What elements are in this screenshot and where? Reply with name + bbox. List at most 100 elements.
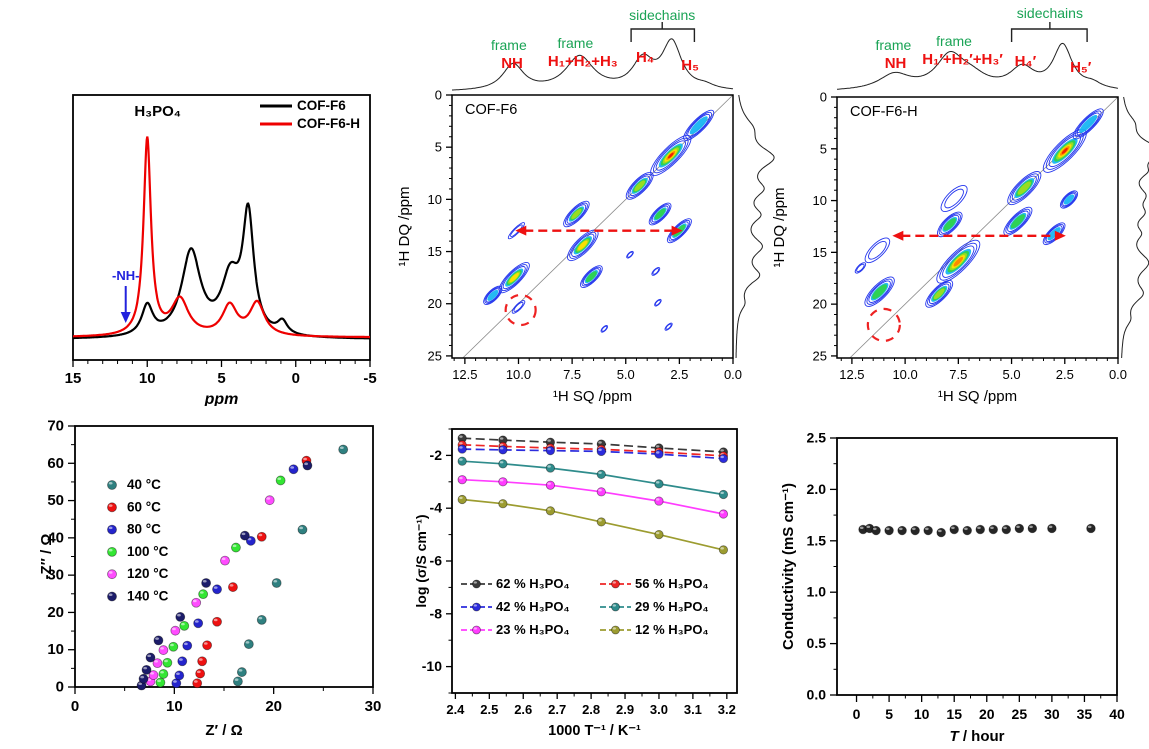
- svg-text:25: 25: [813, 348, 827, 363]
- svg-text:62 % H₃PO₄: 62 % H₃PO₄: [496, 576, 570, 591]
- svg-text:COF-F6-H: COF-F6-H: [850, 104, 918, 120]
- arrhenius-chart: 2.4 2.5 2.6 2.7 2.8 2.9 3.0 3.1 3.2 -2 -4 -6 -8 -10 10…: [415, 428, 738, 739]
- svg-text:30: 30: [365, 698, 382, 715]
- svg-text:15: 15: [946, 706, 962, 722]
- svg-text:10: 10: [139, 370, 156, 387]
- svg-text:10: 10: [166, 698, 183, 715]
- svg-text:20: 20: [979, 706, 995, 722]
- svg-text:-4: -4: [430, 500, 443, 516]
- svg-text:2.5: 2.5: [670, 367, 688, 382]
- svg-text:15: 15: [428, 244, 442, 259]
- svg-text:10: 10: [813, 193, 827, 208]
- svg-text:23 % H₃PO₄: 23 % H₃PO₄: [496, 622, 570, 637]
- svg-text:Z′ / Ω: Z′ / Ω: [205, 722, 242, 739]
- svg-text:42 % H₃PO₄: 42 % H₃PO₄: [496, 599, 570, 614]
- svg-text:120 °C: 120 °C: [127, 566, 169, 581]
- svg-text:-Z″ / Ω: -Z″ / Ω: [40, 534, 55, 580]
- svg-text:H₃PO₄: H₃PO₄: [134, 103, 181, 120]
- svg-text:5: 5: [820, 141, 827, 156]
- svg-text:-6: -6: [430, 553, 443, 569]
- svg-text:2.5: 2.5: [480, 702, 498, 717]
- svg-text:-2: -2: [430, 447, 443, 463]
- svg-text:56 % H₃PO₄: 56 % H₃PO₄: [635, 576, 709, 591]
- svg-text:frame: frame: [557, 35, 593, 51]
- svg-text:7.5: 7.5: [949, 367, 967, 382]
- svg-text:NH: NH: [501, 55, 523, 72]
- svg-text:log (σ/S cm⁻¹): log (σ/S cm⁻¹): [415, 514, 429, 607]
- svg-text:7.5: 7.5: [563, 367, 581, 382]
- svg-text:2.9: 2.9: [616, 702, 634, 717]
- svg-text:¹H DQ /ppm: ¹H DQ /ppm: [771, 187, 788, 267]
- svg-text:H₄′: H₄′: [1015, 53, 1037, 70]
- svg-text:25: 25: [428, 348, 442, 363]
- svg-text:3.1: 3.1: [684, 702, 702, 717]
- svg-text:15: 15: [813, 245, 827, 260]
- svg-text:100 °C: 100 °C: [127, 544, 169, 559]
- svg-text:H₁′+H₂′+H₃′: H₁′+H₂′+H₃′: [922, 51, 1003, 68]
- dqsq-cof-f6-chart: 12.5 10.0 7.5 5.0 2.5 0.0 0 5 10 15 20 25 ¹H SQ /ppm…: [396, 7, 775, 405]
- svg-text:-10: -10: [422, 658, 442, 674]
- svg-text:10: 10: [47, 641, 64, 658]
- svg-text:frame: frame: [936, 33, 972, 49]
- svg-text:COF-F6-H: COF-F6-H: [297, 116, 360, 131]
- svg-text:40: 40: [47, 529, 64, 546]
- svg-text:5: 5: [217, 370, 225, 387]
- svg-text:0: 0: [853, 706, 861, 722]
- svg-text:50: 50: [47, 492, 64, 509]
- svg-text:COF-F6: COF-F6: [297, 98, 346, 113]
- svg-text:2.4: 2.4: [446, 702, 465, 717]
- svg-text:3.2: 3.2: [718, 702, 736, 717]
- svg-text:sidechains: sidechains: [629, 7, 695, 23]
- stability-chart: 0 5 10 15 20 25 30 35 40 0.0 0.5 1.0 1.5 2.0 2.5 T / ho…: [780, 430, 1125, 746]
- svg-text:H₅′: H₅′: [1070, 59, 1092, 76]
- svg-text:H₅: H₅: [681, 57, 699, 74]
- svg-text:5: 5: [885, 706, 893, 722]
- svg-text:-5: -5: [363, 370, 376, 387]
- svg-text:sidechains: sidechains: [1017, 5, 1083, 21]
- dqsq-cof-f6-h-chart: 12.5 10.0 7.5 5.0 2.5 0.0 0 5 10 15 20 25 ¹H SQ /ppm…: [771, 5, 1149, 405]
- svg-text:30: 30: [1044, 706, 1060, 722]
- svg-text:70: 70: [47, 418, 64, 435]
- svg-text:5.0: 5.0: [617, 367, 635, 382]
- svg-text:COF-F6: COF-F6: [465, 102, 517, 118]
- svg-text:-8: -8: [430, 605, 443, 621]
- svg-text:0.0: 0.0: [724, 367, 742, 382]
- svg-text:H₄: H₄: [636, 49, 654, 66]
- svg-text:Conductivity (mS cm⁻¹): Conductivity (mS cm⁻¹): [780, 483, 797, 650]
- svg-text:20: 20: [47, 604, 64, 621]
- svg-text:80 °C: 80 °C: [127, 522, 161, 537]
- svg-text:-NH-: -NH-: [112, 268, 139, 283]
- svg-text:5: 5: [435, 140, 442, 155]
- svg-text:30: 30: [47, 567, 64, 584]
- svg-text:NH: NH: [885, 55, 907, 72]
- nmr-1d-chart: 15 10 5 0 -5 ppm H₃PO₄ -NH- COF-F6 COF-F6-H: [65, 94, 377, 406]
- svg-text:1.5: 1.5: [807, 532, 827, 548]
- svg-text:20: 20: [265, 698, 282, 715]
- svg-text:35: 35: [1077, 706, 1093, 722]
- svg-text:¹H SQ /ppm: ¹H SQ /ppm: [938, 388, 1017, 405]
- contour-area: [849, 97, 1118, 358]
- contour-area: [462, 95, 733, 358]
- svg-text:¹H SQ /ppm: ¹H SQ /ppm: [553, 388, 632, 405]
- svg-text:2.0: 2.0: [807, 481, 827, 497]
- svg-text:0: 0: [292, 370, 300, 387]
- svg-text:0.5: 0.5: [807, 635, 827, 651]
- svg-text:ppm: ppm: [204, 391, 239, 406]
- svg-text:0.0: 0.0: [807, 687, 827, 703]
- svg-text:60: 60: [47, 455, 64, 472]
- svg-text:T / hour: T / hour: [950, 728, 1005, 745]
- svg-text:60 °C: 60 °C: [127, 499, 161, 514]
- svg-text:0: 0: [71, 698, 79, 715]
- svg-text:40: 40: [1109, 706, 1125, 722]
- svg-text:140 °C: 140 °C: [127, 589, 169, 604]
- svg-text:25: 25: [1012, 706, 1028, 722]
- svg-text:0: 0: [820, 90, 827, 105]
- nyquist-chart: 0 10 20 30 0 10 20 30 40 50 60 70 Z′ / Ω -Z″ / Ω 40 °C…: [40, 418, 382, 740]
- svg-text:2.5: 2.5: [1056, 367, 1074, 382]
- svg-text:0.0: 0.0: [1109, 367, 1127, 382]
- svg-text:15: 15: [65, 370, 82, 387]
- svg-text:10: 10: [914, 706, 930, 722]
- svg-text:2.5: 2.5: [807, 430, 827, 446]
- svg-text:20: 20: [428, 296, 442, 311]
- svg-text:12.5: 12.5: [839, 367, 864, 382]
